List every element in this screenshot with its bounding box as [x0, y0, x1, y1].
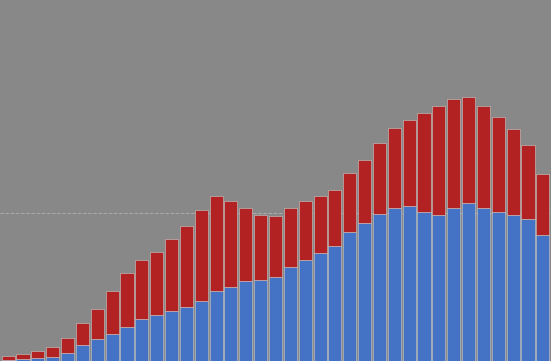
Bar: [462, 96, 475, 203]
Bar: [343, 232, 356, 361]
Bar: [76, 323, 89, 345]
Bar: [165, 311, 178, 361]
Bar: [373, 143, 386, 214]
Bar: [195, 300, 208, 361]
Bar: [224, 287, 237, 361]
Bar: [477, 208, 490, 361]
Bar: [477, 106, 490, 208]
Bar: [209, 196, 223, 291]
Bar: [91, 309, 104, 339]
Bar: [17, 354, 30, 359]
Bar: [136, 260, 148, 319]
Bar: [358, 160, 371, 223]
Bar: [521, 219, 534, 361]
Bar: [343, 173, 356, 232]
Bar: [328, 246, 342, 361]
Bar: [284, 267, 297, 361]
Bar: [254, 215, 267, 280]
Bar: [403, 120, 415, 206]
Bar: [536, 235, 549, 361]
Bar: [76, 345, 89, 361]
Bar: [447, 208, 460, 361]
Bar: [17, 359, 30, 361]
Bar: [224, 201, 237, 287]
Bar: [418, 212, 430, 361]
Bar: [180, 307, 193, 361]
Bar: [418, 113, 430, 212]
Bar: [209, 291, 223, 361]
Bar: [299, 260, 312, 361]
Bar: [269, 277, 282, 361]
Bar: [433, 215, 445, 361]
Bar: [106, 334, 118, 361]
Bar: [299, 201, 312, 260]
Bar: [121, 273, 133, 327]
Bar: [61, 338, 74, 353]
Bar: [239, 209, 252, 281]
Bar: [91, 339, 104, 361]
Bar: [136, 319, 148, 361]
Bar: [314, 196, 327, 253]
Bar: [165, 239, 178, 311]
Bar: [521, 145, 534, 219]
Bar: [314, 253, 327, 361]
Bar: [433, 106, 445, 215]
Bar: [150, 315, 163, 361]
Bar: [2, 360, 15, 361]
Bar: [284, 208, 297, 267]
Bar: [491, 117, 505, 212]
Bar: [403, 206, 415, 361]
Bar: [269, 216, 282, 277]
Bar: [506, 129, 520, 215]
Bar: [180, 226, 193, 307]
Bar: [46, 347, 60, 357]
Bar: [121, 327, 133, 361]
Bar: [106, 291, 118, 334]
Bar: [239, 281, 252, 361]
Bar: [491, 212, 505, 361]
Bar: [31, 358, 45, 361]
Bar: [46, 357, 60, 361]
Bar: [254, 280, 267, 361]
Bar: [61, 353, 74, 361]
Bar: [358, 223, 371, 361]
Bar: [373, 214, 386, 361]
Bar: [31, 351, 45, 358]
Bar: [447, 99, 460, 208]
Bar: [2, 357, 15, 360]
Bar: [462, 203, 475, 361]
Bar: [536, 174, 549, 235]
Bar: [328, 191, 342, 246]
Bar: [388, 208, 401, 361]
Bar: [195, 210, 208, 300]
Bar: [506, 215, 520, 361]
Bar: [388, 128, 401, 208]
Bar: [150, 252, 163, 315]
